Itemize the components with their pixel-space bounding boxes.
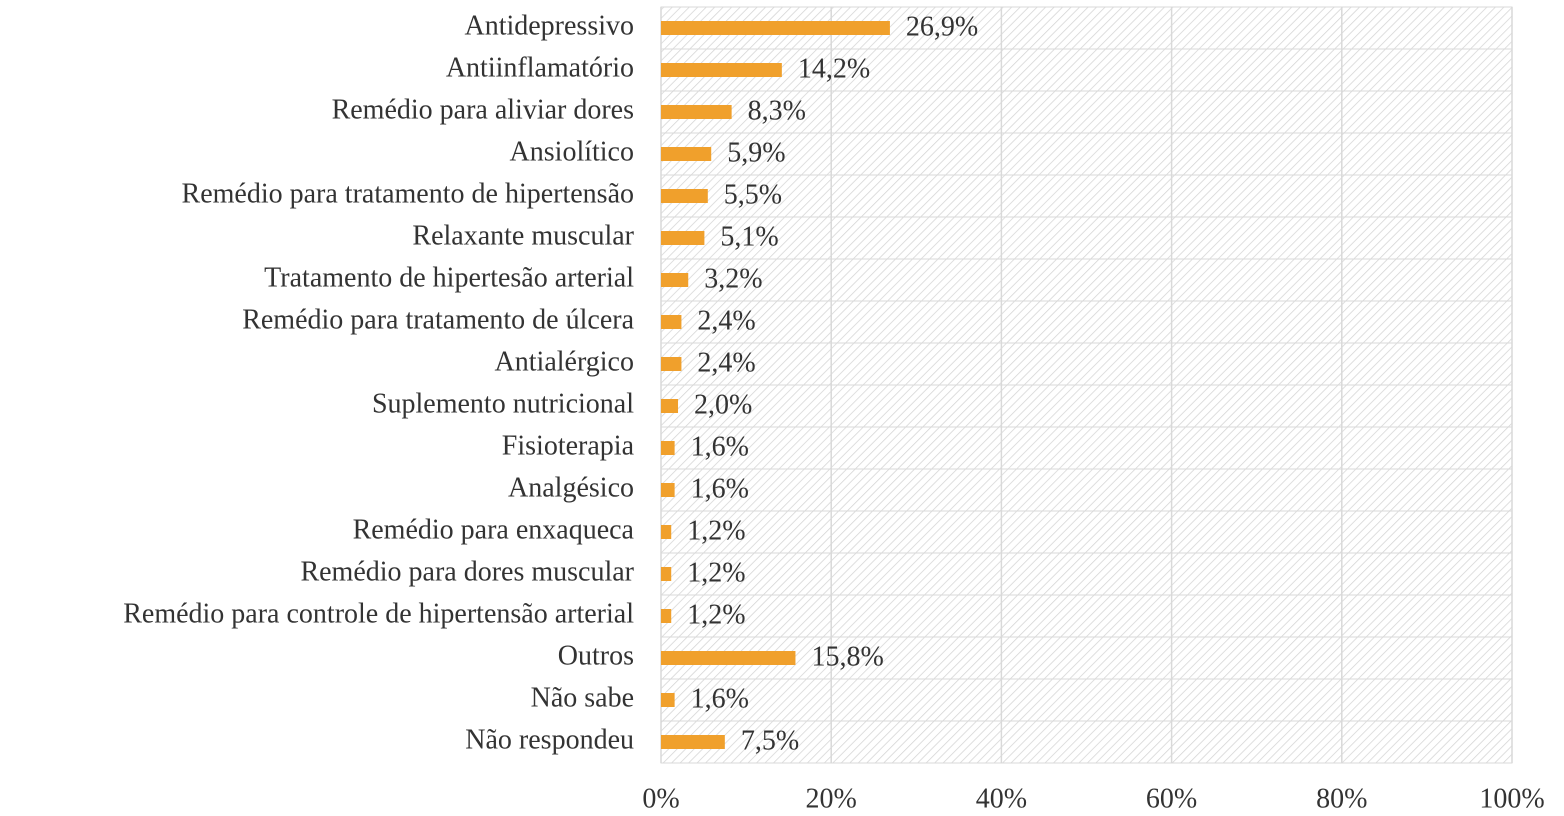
value-label: 26,9% xyxy=(906,11,978,42)
bar xyxy=(661,273,689,287)
y-tick-label: Outros xyxy=(558,640,634,671)
x-tick-label: 20% xyxy=(806,783,857,814)
y-tick-label: Não sabe xyxy=(531,682,634,713)
value-label: 1,6% xyxy=(691,431,749,462)
value-label: 1,2% xyxy=(687,599,745,630)
y-tick-label: Remédio para dores muscular xyxy=(300,556,634,587)
x-tick-label: 0% xyxy=(642,783,679,814)
bar xyxy=(661,147,712,161)
bar xyxy=(661,63,782,77)
value-label: 7,5% xyxy=(741,725,799,756)
bar xyxy=(661,105,732,119)
value-label: 1,2% xyxy=(687,557,745,588)
y-tick-label: Remédio para tratamento de úlcera xyxy=(242,304,634,335)
y-tick-label: Relaxante muscular xyxy=(412,220,634,251)
y-tick-label: Antiinflamatório xyxy=(446,52,634,83)
y-tick-label: Não respondeu xyxy=(465,724,634,755)
value-label: 8,3% xyxy=(748,95,806,126)
value-label: 1,2% xyxy=(687,515,745,546)
value-label: 5,9% xyxy=(727,137,785,168)
bar xyxy=(661,441,675,455)
y-tick-label: Remédio para tratamento de hipertensão xyxy=(182,178,634,209)
bar xyxy=(661,399,679,413)
bar xyxy=(661,483,675,497)
x-tick-label: 100% xyxy=(1479,783,1544,814)
x-tick-label: 40% xyxy=(976,783,1027,814)
y-tick-label: Remédio para controle de hipertensão art… xyxy=(123,598,634,629)
y-tick-label: Fisioterapia xyxy=(502,430,635,461)
bar xyxy=(661,735,725,749)
bar xyxy=(661,315,682,329)
value-label: 3,2% xyxy=(704,263,762,294)
bar xyxy=(661,609,672,623)
bar xyxy=(661,231,705,245)
y-tick-label: Antidepressivo xyxy=(464,10,634,41)
value-label: 2,4% xyxy=(697,305,755,336)
bar xyxy=(661,357,682,371)
x-tick-label: 60% xyxy=(1146,783,1197,814)
y-tick-label: Antialérgico xyxy=(495,346,634,377)
bar xyxy=(661,693,675,707)
y-tick-label: Remédio para enxaqueca xyxy=(353,514,635,545)
value-label: 14,2% xyxy=(798,53,870,84)
value-label: 1,6% xyxy=(691,683,749,714)
y-tick-label: Tratamento de hipertesão arterial xyxy=(264,262,634,293)
bar xyxy=(661,567,672,581)
value-label: 2,4% xyxy=(697,347,755,378)
value-label: 5,5% xyxy=(724,179,782,210)
value-label: 15,8% xyxy=(811,641,883,672)
y-tick-label: Remédio para aliviar dores xyxy=(332,94,634,125)
value-label: 2,0% xyxy=(694,389,752,420)
bar xyxy=(661,21,890,35)
y-tick-label: Ansiolítico xyxy=(510,136,634,167)
y-tick-label: Analgésico xyxy=(508,472,634,503)
y-tick-label: Suplemento nutricional xyxy=(372,388,634,419)
bar xyxy=(661,189,708,203)
value-label: 5,1% xyxy=(720,221,778,252)
value-label: 1,6% xyxy=(691,473,749,504)
x-tick-label: 80% xyxy=(1316,783,1367,814)
bar xyxy=(661,525,672,539)
bar xyxy=(661,651,796,665)
